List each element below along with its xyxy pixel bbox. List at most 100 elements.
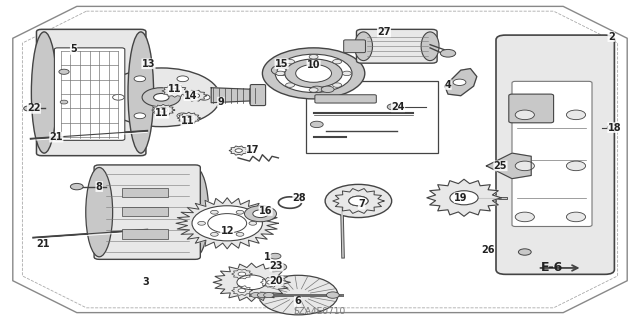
Ellipse shape <box>182 167 209 257</box>
Circle shape <box>170 88 180 93</box>
Circle shape <box>211 210 218 214</box>
Circle shape <box>607 125 619 130</box>
Circle shape <box>566 161 586 171</box>
FancyBboxPatch shape <box>344 40 365 53</box>
Circle shape <box>349 196 368 206</box>
Text: 4: 4 <box>445 79 451 90</box>
Circle shape <box>264 293 274 298</box>
Circle shape <box>134 113 145 119</box>
Polygon shape <box>486 153 531 179</box>
Bar <box>122 229 168 239</box>
Polygon shape <box>184 90 207 101</box>
Circle shape <box>142 88 180 107</box>
Circle shape <box>192 206 262 241</box>
Bar <box>122 188 168 197</box>
Polygon shape <box>213 263 290 301</box>
Circle shape <box>387 104 400 110</box>
Circle shape <box>24 106 34 111</box>
Circle shape <box>208 214 246 233</box>
Text: 19: 19 <box>454 193 468 203</box>
Circle shape <box>262 48 365 99</box>
Text: SZA4E0710: SZA4E0710 <box>294 307 346 315</box>
Circle shape <box>333 59 342 64</box>
Circle shape <box>249 221 257 225</box>
Circle shape <box>515 110 534 120</box>
Circle shape <box>453 79 466 85</box>
Text: 2: 2 <box>608 32 614 42</box>
Circle shape <box>349 196 368 206</box>
Polygon shape <box>152 104 175 116</box>
Circle shape <box>515 161 534 171</box>
Text: 13: 13 <box>141 59 156 69</box>
Circle shape <box>285 59 294 64</box>
Circle shape <box>276 265 282 269</box>
Circle shape <box>309 55 318 59</box>
Circle shape <box>198 221 205 225</box>
Text: 10: 10 <box>307 60 321 70</box>
Circle shape <box>566 110 586 120</box>
Text: 3: 3 <box>143 277 149 287</box>
FancyBboxPatch shape <box>315 95 376 103</box>
Circle shape <box>236 233 244 236</box>
Circle shape <box>177 76 189 82</box>
Polygon shape <box>177 112 200 124</box>
Ellipse shape <box>421 32 439 61</box>
Polygon shape <box>427 179 501 216</box>
Circle shape <box>321 86 334 93</box>
Polygon shape <box>232 286 252 295</box>
FancyBboxPatch shape <box>496 35 614 274</box>
Circle shape <box>275 54 352 93</box>
Circle shape <box>325 184 392 218</box>
Text: 28: 28 <box>292 193 307 203</box>
Circle shape <box>271 65 292 75</box>
Circle shape <box>60 100 68 104</box>
FancyBboxPatch shape <box>512 81 592 226</box>
Polygon shape <box>13 6 627 313</box>
Circle shape <box>191 93 200 98</box>
Circle shape <box>59 69 69 74</box>
FancyBboxPatch shape <box>250 85 266 106</box>
Circle shape <box>198 94 210 100</box>
Text: 11: 11 <box>168 84 182 94</box>
Circle shape <box>244 206 276 222</box>
Text: 5: 5 <box>70 44 77 55</box>
Circle shape <box>333 83 342 87</box>
Text: 27: 27 <box>377 27 391 37</box>
Ellipse shape <box>31 32 57 153</box>
Circle shape <box>271 263 287 271</box>
Circle shape <box>70 183 83 190</box>
Circle shape <box>310 86 323 93</box>
Polygon shape <box>333 189 384 213</box>
Circle shape <box>285 59 342 88</box>
Circle shape <box>518 249 531 255</box>
Circle shape <box>296 64 332 82</box>
Circle shape <box>566 212 586 222</box>
Text: 21: 21 <box>36 239 50 249</box>
Ellipse shape <box>355 32 372 61</box>
Text: 23: 23 <box>269 261 284 271</box>
Circle shape <box>326 292 339 298</box>
Bar <box>122 207 168 216</box>
Text: 26: 26 <box>481 245 495 256</box>
Circle shape <box>310 121 323 128</box>
Circle shape <box>515 212 534 222</box>
Circle shape <box>276 71 285 76</box>
Circle shape <box>237 275 266 290</box>
Circle shape <box>102 68 220 127</box>
Text: 25: 25 <box>493 161 508 171</box>
Polygon shape <box>232 269 252 279</box>
Text: 6: 6 <box>294 296 301 307</box>
Polygon shape <box>445 69 477 96</box>
Text: 18: 18 <box>607 122 621 133</box>
Circle shape <box>259 275 338 315</box>
Circle shape <box>285 83 294 87</box>
Polygon shape <box>260 278 281 287</box>
Circle shape <box>440 49 456 57</box>
Text: 21: 21 <box>49 132 63 142</box>
Text: 7: 7 <box>358 199 365 209</box>
FancyBboxPatch shape <box>36 29 146 156</box>
Circle shape <box>236 210 244 214</box>
Circle shape <box>257 293 268 298</box>
Circle shape <box>113 94 124 100</box>
Text: 22: 22 <box>27 103 41 114</box>
